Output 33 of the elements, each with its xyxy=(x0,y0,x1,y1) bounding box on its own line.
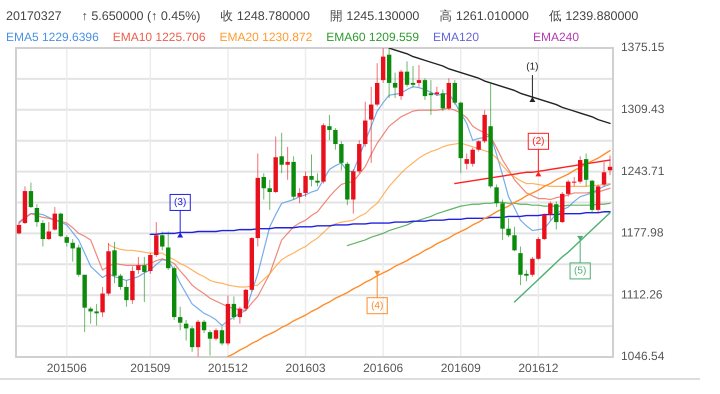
x-tick-label: 201512 xyxy=(208,361,248,375)
text: 高 1261.010000 xyxy=(439,8,529,23)
text: 開 1245.130000 xyxy=(330,9,420,23)
text: 低 1239.880000 xyxy=(548,9,638,23)
y-tick-label: 1375.15 xyxy=(621,40,665,54)
line-series xyxy=(388,48,611,124)
y-tick-label: 1243.71 xyxy=(621,164,665,178)
x-tick-label: 201509 xyxy=(130,361,171,375)
y-tick-label: 1309.43 xyxy=(621,102,665,116)
x-tick-label: 201612 xyxy=(518,361,559,375)
y-tick-label: 1046.54 xyxy=(621,349,665,364)
line-series xyxy=(227,150,611,357)
text: 收 1248.780000 xyxy=(220,9,310,23)
text: EMA60 1209.559 xyxy=(326,30,420,44)
line-series xyxy=(514,212,611,303)
text: EMA20 1230.872 xyxy=(220,30,313,44)
annotation: (1) xyxy=(526,62,539,73)
x-tick-label: 201606 xyxy=(363,361,404,375)
legend-label: EMA240 xyxy=(533,30,580,44)
x-tick-label: 201609 xyxy=(440,361,482,375)
annotation: (4) xyxy=(371,300,384,312)
y-tick-label: 1112.26 xyxy=(621,287,663,302)
annotation: (3) xyxy=(174,197,186,208)
text: EMA5 1229.6396 xyxy=(6,30,100,44)
x-tick-label: 201603 xyxy=(286,361,326,375)
text: ↑ 5.650000 (↑ 0.45%) xyxy=(82,9,200,23)
chart-title: 20170327 xyxy=(6,9,62,23)
y-tick-label: 1177.98 xyxy=(621,226,664,240)
text: EMA10 1225.706 xyxy=(112,30,206,44)
annotation: (2) xyxy=(532,136,544,147)
annotation: (5) xyxy=(574,266,586,277)
x-tick-label: 201506 xyxy=(46,361,88,375)
legend-label: EMA120 xyxy=(433,30,480,44)
